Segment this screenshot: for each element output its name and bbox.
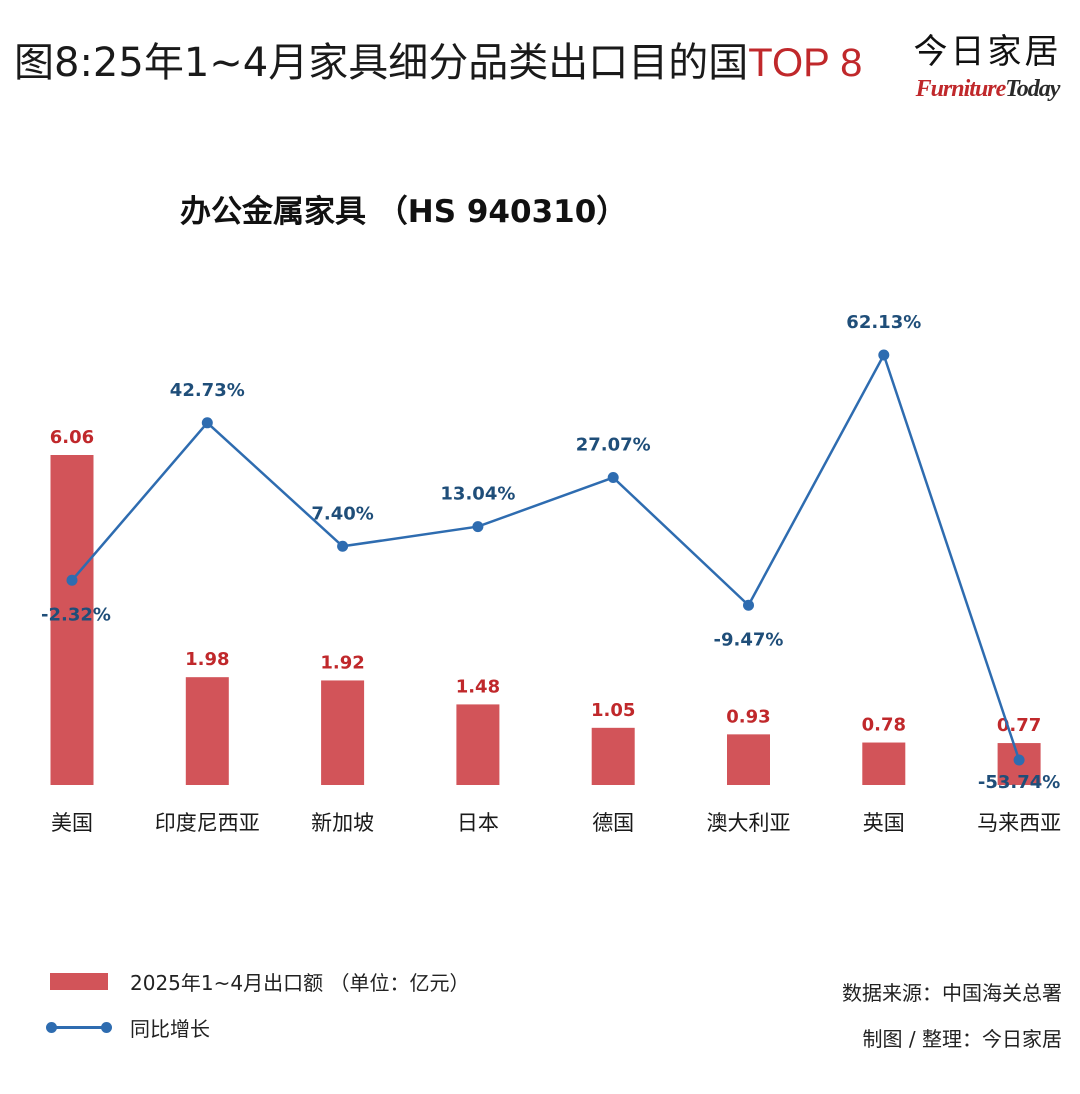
category-label-3: 日本: [457, 811, 499, 835]
bar-label-6: 0.78: [862, 715, 906, 736]
growth-point-7: [1013, 754, 1025, 766]
bar-2: [321, 680, 365, 785]
logo-chinese: 今日家居: [913, 32, 1062, 72]
category-label-1: 印度尼西亚: [155, 811, 260, 835]
bar-label-3: 1.48: [456, 676, 500, 697]
growth-label-3: 13.04%: [440, 484, 515, 505]
category-label-6: 英国: [863, 811, 905, 835]
growth-label-4: 27.07%: [576, 435, 651, 456]
legend-bar-swatch: [50, 972, 108, 990]
bar-1: [185, 677, 229, 785]
growth-label-6: 62.13%: [846, 312, 921, 333]
page-title-highlight: TOP 8: [748, 41, 863, 85]
category-label-0: 美国: [51, 811, 93, 835]
legend-line-swatch: [46, 1019, 112, 1036]
growth-label-1: 42.73%: [170, 380, 245, 401]
growth-label-7: -53.74%: [978, 772, 1060, 793]
category-label-4: 德国: [592, 811, 634, 835]
brand-logo: 今日家居 FurnitureToday: [905, 32, 1070, 102]
bar-label-4: 1.05: [591, 700, 635, 721]
growth-point-2: [337, 540, 349, 552]
bar-label-0: 6.06: [50, 427, 94, 448]
growth-point-1: [201, 417, 213, 429]
bar-6: [862, 742, 906, 785]
growth-label-0: -2.32%: [41, 604, 111, 625]
category-label-7: 马来西亚: [977, 811, 1061, 835]
legend-line-label: 同比增长: [130, 1016, 210, 1041]
logo-english: FurnitureToday: [915, 76, 1061, 102]
legend-item-bar: 2025年1~4月出口额 （单位：亿元）: [50, 966, 469, 996]
chart-title: 办公金属家具 （HS 940310）: [180, 194, 628, 230]
bar-0: [50, 455, 94, 785]
growth-point-5: [743, 599, 754, 611]
legend-item-line: 同比增长: [46, 1012, 469, 1042]
source-note: 数据来源：中国海关总署: [842, 981, 1062, 1005]
growth-line: [71, 351, 1021, 761]
growth-point-4: [607, 472, 619, 484]
page-title: 图8:25年1~4月家具细分品类出口目的国TOP 8: [14, 40, 863, 86]
growth-point-0: [66, 574, 78, 586]
credit-note: 制图 / 整理：今日家居: [862, 1027, 1062, 1051]
bar-3: [456, 704, 500, 785]
growth-point-3: [472, 521, 484, 533]
bar-5: [727, 734, 770, 785]
growth-label-2: 7.40%: [311, 503, 373, 524]
category-label-2: 新加坡: [311, 811, 374, 835]
bar-4: [591, 727, 635, 785]
legend: 2025年1~4月出口额 （单位：亿元） 同比增长: [46, 966, 469, 1058]
bar-label-1: 1.98: [185, 649, 229, 670]
legend-bar-label: 2025年1~4月出口额 （单位：亿元）: [130, 970, 470, 995]
category-label-5: 澳大利亚: [707, 811, 791, 835]
bar-label-2: 1.92: [320, 652, 364, 673]
growth-label-5: -9.47%: [714, 629, 784, 650]
growth-point-6: [878, 349, 890, 361]
bar-label-7: 0.77: [997, 715, 1041, 736]
chart-notes: 数据来源：中国海关总署 制图 / 整理：今日家居: [842, 970, 1062, 1062]
bar-label-5: 0.93: [726, 706, 770, 727]
